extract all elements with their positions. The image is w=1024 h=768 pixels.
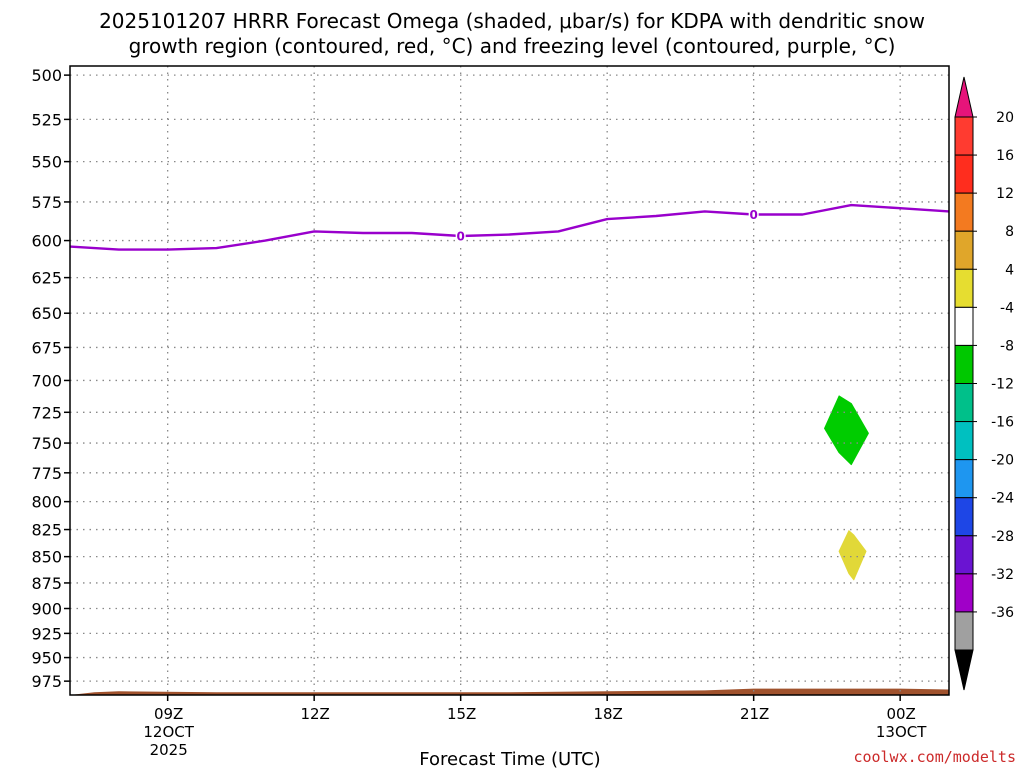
colorbar-swatch bbox=[954, 383, 974, 423]
colorbar-swatch bbox=[954, 192, 974, 232]
y-tick-label: 875 bbox=[31, 574, 62, 593]
x-tick-label: 12OCT bbox=[143, 723, 194, 741]
x-tick-label: 13OCT bbox=[876, 723, 927, 741]
colorbar-swatch bbox=[954, 268, 974, 308]
colorbar-label: -16 bbox=[991, 415, 1014, 431]
chart-title-line1: 2025101207 HRRR Forecast Omega (shaded, … bbox=[99, 9, 925, 33]
contour-label-bg bbox=[455, 228, 466, 244]
colorbar: 20 16 12 8 4 -4 -8 -12 -16 -20 -24 -28 -32 -36 bbox=[954, 76, 1014, 691]
colorbar-label: -32 bbox=[991, 567, 1014, 583]
x-tick-label: 21Z bbox=[740, 705, 769, 723]
y-tick-label: 525 bbox=[31, 110, 62, 129]
y-tick-label: 825 bbox=[31, 521, 62, 540]
omega-region-1 bbox=[838, 530, 867, 581]
y-tick-label: 775 bbox=[31, 464, 62, 483]
y-tick-label: 750 bbox=[31, 434, 62, 453]
colorbar-swatch bbox=[954, 421, 974, 461]
y-tick-label: 975 bbox=[31, 672, 62, 691]
y-tick-label: 650 bbox=[31, 304, 62, 323]
colorbar-swatch bbox=[954, 306, 974, 346]
y-tick-label: 550 bbox=[31, 153, 62, 172]
x-tick-label: 12Z bbox=[300, 705, 329, 723]
colorbar-label: 8 bbox=[1005, 224, 1014, 240]
x-axis-label: Forecast Time (UTC) bbox=[419, 749, 600, 768]
colorbar-swatch bbox=[954, 611, 974, 651]
colorbar-swatch bbox=[954, 344, 974, 384]
colorbar-label: 20 bbox=[996, 110, 1014, 126]
colorbar-label: -36 bbox=[991, 605, 1014, 621]
y-tick-label: 625 bbox=[31, 269, 62, 288]
y-tick-label: 725 bbox=[31, 403, 62, 422]
x-tick-label: 2025 bbox=[150, 741, 188, 759]
colorbar-label: 12 bbox=[996, 186, 1014, 202]
freezing-level-label: 0 bbox=[456, 230, 464, 244]
colorbar-swatch bbox=[954, 154, 974, 194]
colorbar-swatch bbox=[954, 459, 974, 499]
y-tick-label: 675 bbox=[31, 338, 62, 357]
y-tick-label: 575 bbox=[31, 193, 62, 212]
colorbar-label: 16 bbox=[996, 148, 1014, 164]
colorbar-label: -28 bbox=[991, 529, 1014, 545]
x-tick-label: 09Z bbox=[154, 705, 183, 723]
colorbar-bottom-arrow bbox=[954, 649, 974, 691]
y-tick-label: 600 bbox=[31, 232, 62, 251]
chart-title-line2: growth region (contoured, red, °C) and f… bbox=[129, 34, 896, 58]
freezing-level-line bbox=[69, 203, 950, 251]
x-tick-label: 15Z bbox=[447, 705, 476, 723]
y-tick-label: 500 bbox=[31, 66, 62, 85]
omega-region-0 bbox=[824, 395, 869, 466]
y-tick-label: 850 bbox=[31, 548, 62, 567]
y-tick-label: 700 bbox=[31, 371, 62, 390]
plot-frame bbox=[69, 65, 950, 696]
y-tick-label: 950 bbox=[31, 649, 62, 668]
colorbar-label: -24 bbox=[991, 491, 1014, 507]
colorbar-label: -12 bbox=[991, 377, 1014, 393]
x-tick-label: 18Z bbox=[593, 705, 622, 723]
colorbar-swatch bbox=[954, 535, 974, 575]
y-tick-label: 925 bbox=[31, 624, 62, 643]
y-tick-label: 800 bbox=[31, 493, 62, 512]
credit-text: coolwx.com/modelts bbox=[853, 748, 1016, 766]
x-tick-label: 00Z bbox=[886, 705, 915, 723]
y-tick-label: 900 bbox=[31, 600, 62, 619]
terrain-strip bbox=[70, 688, 949, 695]
contour-label-bg bbox=[748, 206, 759, 222]
colorbar-swatch bbox=[954, 497, 974, 537]
colorbar-swatch bbox=[954, 230, 974, 270]
plot-area: 0 0 500 525 550 575 600 625 650 675 700 725 750 775 80… bbox=[31, 65, 950, 759]
colorbar-top-arrow bbox=[954, 76, 974, 118]
freezing-level-label: 0 bbox=[749, 208, 757, 222]
colorbar-label: -8 bbox=[1000, 338, 1014, 354]
colorbar-swatch bbox=[954, 116, 974, 156]
colorbar-label: 4 bbox=[1005, 262, 1014, 278]
colorbar-swatch bbox=[954, 573, 974, 613]
colorbar-label: -20 bbox=[991, 453, 1014, 469]
colorbar-label: -4 bbox=[1000, 300, 1014, 316]
